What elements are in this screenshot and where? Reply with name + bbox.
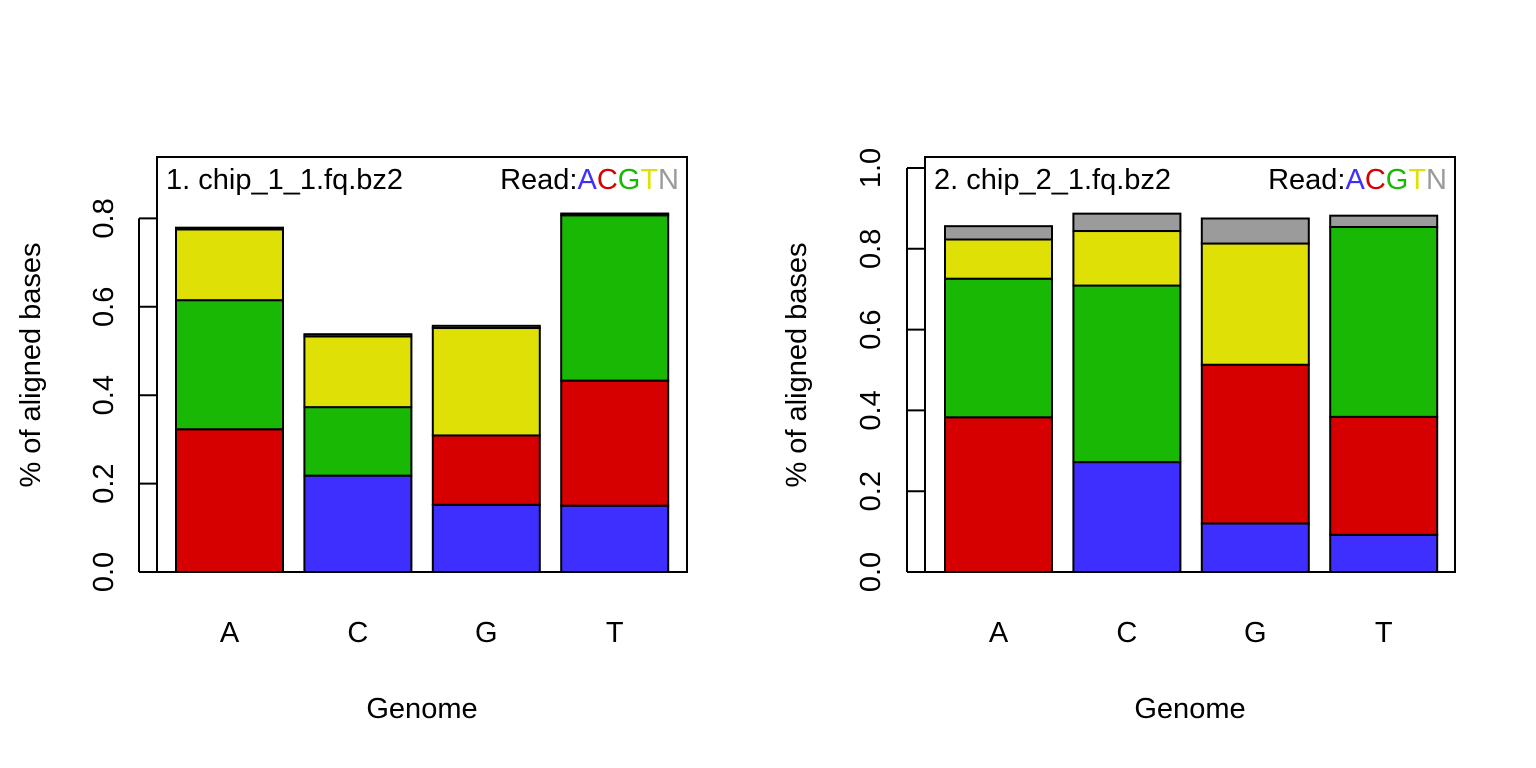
- x-tick-label: C: [1116, 617, 1137, 649]
- y-tick-label: 0.0: [88, 552, 120, 592]
- y-tick-label: 0.8: [855, 229, 887, 269]
- x-tick-label: G: [1244, 617, 1267, 649]
- bar-segment-G-C: [431, 434, 541, 506]
- bar-segment-A-T: [944, 238, 1053, 280]
- x-tick-label: T: [606, 617, 624, 649]
- legend-entry-T: T: [640, 164, 658, 196]
- plot-frame: [156, 156, 688, 573]
- bar-segment-C-T: [1072, 230, 1182, 287]
- chart-title: 2. chip_2_1.fq.bz2: [934, 164, 1171, 196]
- bar-segment-A-C: [944, 416, 1053, 573]
- legend-entry-N: N: [1426, 164, 1447, 196]
- bar-segment-C-N: [303, 333, 413, 338]
- bar-segment-G-N: [431, 324, 541, 330]
- bar-segment-T-G: [1329, 225, 1439, 418]
- chart-title: 1. chip_1_1.fq.bz2: [166, 164, 403, 196]
- y-axis-title: % of aligned bases: [15, 242, 47, 487]
- legend-prefix: Read:: [500, 164, 577, 196]
- x-tick-label: G: [475, 617, 498, 649]
- bar-segment-A-T: [175, 228, 284, 302]
- bar-segment-G-A: [1200, 522, 1310, 574]
- chart-panel-1: A C G T0.00.20.40.60.8% of aligned basesGen…: [15, 156, 688, 725]
- y-tick-label: 0.0: [855, 552, 887, 592]
- bar-segment-T-C: [560, 379, 670, 507]
- y-tick-label: 0.4: [855, 390, 887, 430]
- x-axis-title: Genome: [1134, 693, 1245, 725]
- bar-segment-G-A: [431, 503, 541, 574]
- bar-segment-A-G: [944, 277, 1053, 419]
- bar-segment-A-N: [944, 225, 1053, 241]
- plot-frame: [924, 156, 1456, 573]
- y-tick-label: 0.4: [88, 375, 120, 415]
- bar-segment-C-A: [1072, 461, 1182, 573]
- bar-segment-G-T: [1200, 242, 1310, 366]
- chart-panel-2: A C G T0.00.20.40.60.81.0% of aligned bases…: [781, 148, 1456, 725]
- y-axis-title: % of aligned bases: [781, 242, 813, 487]
- y-tick-label: 0.6: [855, 309, 887, 349]
- legend-entry-A: A: [577, 164, 597, 196]
- bar-segment-T-N: [1329, 214, 1439, 228]
- x-tick-label: T: [1375, 617, 1393, 649]
- x-tick-label: A: [220, 617, 240, 649]
- y-tick-label: 0.2: [855, 471, 887, 511]
- legend-prefix: Read:: [1268, 164, 1345, 196]
- bar-segment-T-A: [1329, 533, 1439, 573]
- legend-entry-N: N: [658, 164, 679, 196]
- legend-entry-T: T: [1408, 164, 1426, 196]
- legend: Read:ACGTN: [500, 164, 679, 196]
- bar-segment-C-N: [1072, 212, 1182, 233]
- legend-entry-C: C: [597, 164, 618, 196]
- y-tick-label: 1.0: [855, 148, 887, 188]
- bar-segment-G-T: [431, 327, 541, 437]
- y-tick-label: 0.6: [88, 287, 120, 327]
- bar-segment-C-G: [303, 406, 413, 477]
- y-tick-label: 0.8: [88, 198, 120, 238]
- bar-segment-T-C: [1329, 415, 1439, 536]
- bar-segment-T-G: [560, 214, 670, 382]
- x-tick-label: A: [989, 617, 1009, 649]
- bar-segment-G-N: [1200, 217, 1310, 245]
- x-tick-label: C: [347, 617, 368, 649]
- y-tick-label: 0.2: [88, 463, 120, 503]
- legend-entry-G: G: [618, 164, 641, 196]
- legend-entry-C: C: [1365, 164, 1386, 196]
- bar-segment-T-A: [560, 504, 670, 574]
- bar-segment-C-G: [1072, 284, 1182, 464]
- legend-entry-G: G: [1386, 164, 1409, 196]
- bar-segment-C-T: [303, 335, 413, 409]
- bar-segment-T-N: [560, 212, 670, 217]
- legend-entry-A: A: [1345, 164, 1365, 196]
- bar-segment-G-C: [1200, 363, 1310, 525]
- x-axis-title: Genome: [366, 693, 477, 725]
- bar-segment-C-A: [303, 474, 413, 574]
- bar-segment-A-C: [175, 428, 284, 574]
- bar-segment-A-N: [175, 226, 284, 231]
- bar-segment-A-G: [175, 299, 284, 431]
- legend: Read:ACGTN: [1268, 164, 1447, 196]
